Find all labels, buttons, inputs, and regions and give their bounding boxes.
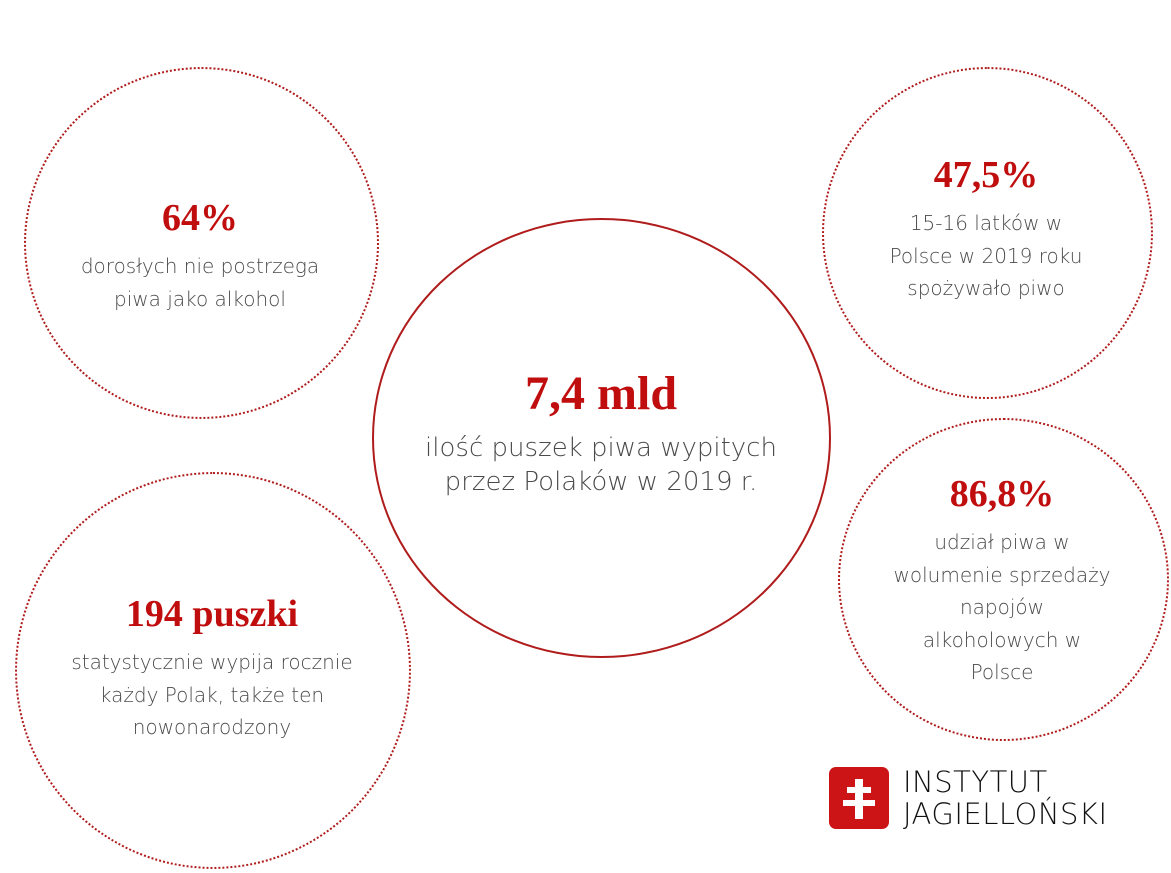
- desc-line: statystycznie wypija rocznie: [71, 650, 353, 674]
- stat-cans-total: 7,4 mld ilość puszek piwa wypitych przez…: [425, 367, 777, 499]
- desc-line: dorosłych nie postrzega: [80, 254, 320, 278]
- desc-line: napojów: [959, 595, 1044, 619]
- stat-value: 47,5%: [933, 154, 1039, 196]
- desc-line: przez Polaków w 2019 r.: [444, 467, 758, 497]
- desc-line: 15-16 latków w: [909, 211, 1063, 235]
- desc-line: Polsce w 2019 roku: [889, 243, 1083, 268]
- stat-adults: 64% dorosłych nie postrzega piwa jako al…: [81, 196, 319, 315]
- desc-line: Polsce: [970, 660, 1034, 684]
- circle-cans-per-capita: [15, 472, 411, 869]
- desc-line: nowonarodzony: [132, 715, 292, 739]
- circle-beer-share: [838, 418, 1169, 741]
- desc-line: spożywało piwo: [907, 276, 1065, 300]
- circle-cans-total: [372, 218, 831, 658]
- logo-line2: JAGIELLOŃSKI: [903, 797, 1108, 831]
- stat-teens: 47,5% 15-16 latków w Polsce w 2019 roku …: [890, 153, 1083, 305]
- desc-line: piwa jako alkohol: [114, 286, 286, 311]
- desc-line: alkoholowych w: [922, 627, 1082, 652]
- stat-description: udział piwa w wolumenie sprzedaży napojó…: [894, 526, 1111, 689]
- desc-line: każdy Polak, także ten: [99, 682, 325, 707]
- stat-cans-per-capita: 194 puszki statystycznie wypija rocznie …: [71, 592, 352, 744]
- stat-description: dorosłych nie postrzega piwa jako alkoho…: [81, 250, 319, 315]
- double-cross-icon: [829, 767, 889, 829]
- circle-teens: [822, 67, 1153, 399]
- stat-description: statystycznie wypija rocznie każdy Polak…: [71, 646, 352, 744]
- logo-text: INSTYTUT JAGIELLOŃSKI: [903, 766, 1108, 830]
- stat-value: 64%: [161, 197, 238, 239]
- desc-line: wolumenie sprzedaży: [893, 562, 1111, 587]
- logo: INSTYTUT JAGIELLOŃSKI: [829, 766, 1108, 830]
- stat-description: ilość puszek piwa wypitych przez Polaków…: [425, 431, 777, 499]
- stat-value: 194 puszki: [125, 593, 299, 635]
- stat-beer-share: 86,8% udział piwa w wolumenie sprzedaży …: [894, 472, 1111, 689]
- logo-line1: INSTYTUT: [903, 765, 1048, 799]
- stat-description: 15-16 latków w Polsce w 2019 roku spożyw…: [890, 207, 1083, 305]
- stat-value: 7,4 mld: [524, 367, 678, 420]
- stat-value: 86,8%: [949, 473, 1055, 515]
- desc-line: ilość puszek piwa wypitych: [425, 433, 777, 463]
- circle-adults: [24, 67, 379, 419]
- desc-line: udział piwa w: [934, 530, 1070, 554]
